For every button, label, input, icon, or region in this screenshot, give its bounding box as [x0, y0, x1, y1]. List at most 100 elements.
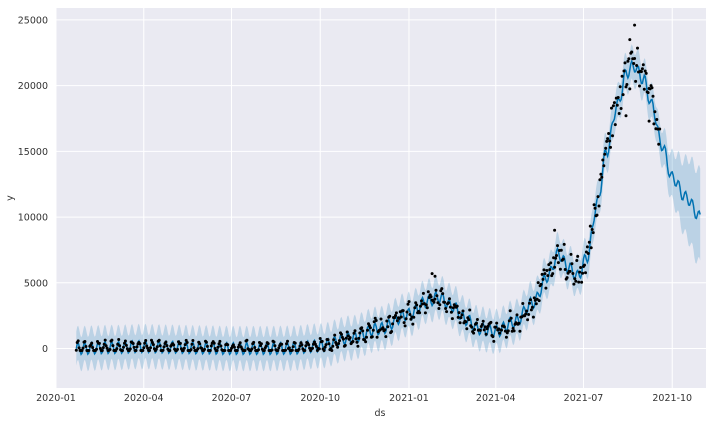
observed-point [324, 343, 328, 347]
observed-point [429, 295, 433, 299]
observed-point [370, 335, 374, 339]
observed-point [352, 331, 356, 335]
observed-point [100, 349, 104, 352]
observed-point [521, 302, 525, 305]
observed-point [437, 307, 441, 310]
observed-point [598, 178, 602, 182]
uncertainty-band [76, 44, 701, 372]
observed-point [343, 343, 347, 347]
observed-point [593, 206, 597, 210]
observed-point [626, 59, 630, 63]
observed-point [530, 305, 534, 309]
observed-point [340, 332, 343, 336]
observed-point [81, 346, 85, 350]
observed-point [146, 346, 150, 350]
observed-point [284, 348, 287, 352]
observed-point [592, 203, 596, 207]
observed-point [425, 306, 429, 310]
observed-point [191, 339, 195, 342]
observed-point [634, 79, 638, 83]
observed-point [313, 340, 316, 344]
observed-point [507, 319, 511, 323]
observed-point [438, 303, 442, 307]
observed-point [653, 110, 657, 114]
observed-point [640, 67, 644, 71]
observed-point [633, 57, 637, 60]
uncertainty-interval [76, 44, 701, 372]
observed-point [360, 326, 364, 330]
observed-point [579, 266, 583, 269]
observed-point [420, 299, 423, 303]
observed-point [253, 346, 257, 349]
observed-point [602, 164, 606, 168]
y-tick-label: 25000 [18, 15, 48, 26]
observed-point [494, 325, 498, 329]
observed-point [141, 349, 145, 352]
observed-point [574, 279, 578, 283]
observed-point [623, 61, 627, 65]
observed-point [110, 338, 114, 342]
observed-point [379, 317, 383, 321]
observed-point [406, 302, 410, 306]
observed-point [172, 343, 176, 347]
observed-point [290, 348, 294, 352]
y-tick-label: 20000 [18, 81, 48, 92]
observed-point [478, 328, 482, 332]
observed-point [402, 321, 406, 325]
observed-point [317, 347, 321, 351]
observed-point [450, 317, 454, 321]
observed-point [300, 343, 304, 347]
observed-point [489, 320, 493, 324]
observed-point [418, 311, 422, 315]
observed-point [430, 272, 434, 276]
observed-point [409, 317, 413, 321]
observed-point [642, 87, 646, 91]
y-tick-label: 15000 [18, 147, 48, 158]
observed-point [95, 347, 98, 351]
observed-point [502, 325, 506, 329]
observed-point [168, 349, 172, 352]
observed-point [158, 344, 162, 348]
observed-point [291, 345, 295, 349]
observed-point [390, 330, 394, 333]
observed-point [104, 344, 108, 348]
observed-point [154, 347, 158, 351]
observed-point [559, 248, 563, 252]
observed-point [287, 346, 291, 350]
observed-point [161, 348, 165, 352]
observed-point [484, 332, 488, 336]
observed-point [338, 339, 341, 343]
observed-point [601, 158, 605, 162]
x-tick-label: 2020-07 [212, 393, 252, 404]
observed-point [529, 308, 533, 312]
observed-point [455, 304, 459, 308]
observed-point [458, 321, 462, 325]
observed-point [604, 146, 608, 150]
observed-point [393, 316, 396, 320]
observed-point [355, 340, 359, 344]
observed-point [491, 335, 495, 339]
observed-point [529, 298, 532, 302]
observed-point [524, 312, 528, 316]
observed-point [638, 84, 641, 88]
observed-point [573, 277, 577, 281]
observed-point [472, 331, 476, 335]
observed-point [84, 345, 88, 348]
observed-point [511, 326, 515, 330]
observed-point [371, 328, 375, 332]
observed-point [74, 348, 78, 352]
observed-point [273, 344, 277, 348]
observed-point [423, 311, 427, 315]
observed-point [534, 302, 538, 306]
observed-point [404, 317, 408, 321]
observed-point [556, 261, 560, 265]
observed-point [571, 272, 575, 275]
observed-point [131, 342, 135, 345]
observed-point [621, 93, 625, 97]
observed-point [556, 244, 559, 248]
observed-point [460, 313, 464, 317]
observed-point [527, 313, 531, 316]
x-tick-label: 2021-04 [476, 393, 516, 404]
observed-point [341, 337, 345, 341]
observed-point [123, 339, 127, 343]
